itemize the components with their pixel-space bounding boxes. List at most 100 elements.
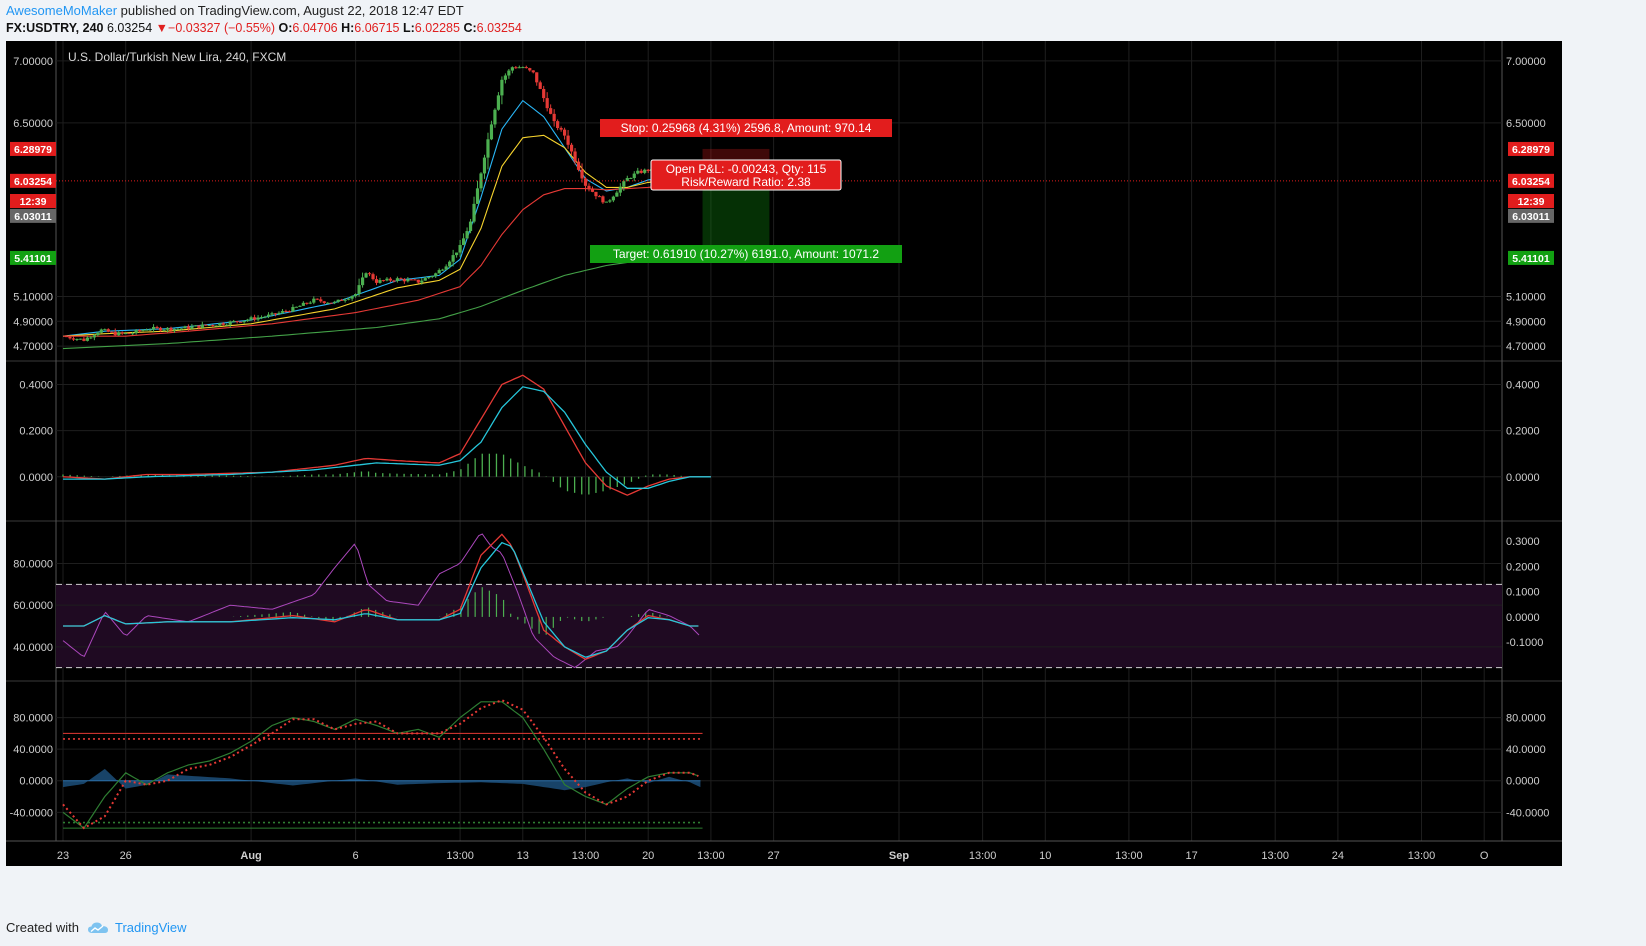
candle-body: [221, 323, 225, 325]
candle-body: [322, 301, 326, 303]
candle-body: [319, 299, 323, 302]
x-tick-label: 13:00: [1408, 850, 1436, 862]
candle-body: [597, 196, 602, 198]
time-axis-background: [6, 841, 1562, 866]
target-label-text: Target: 0.61910 (10.27%) 6191.0, Amount:…: [613, 247, 880, 261]
candle-body: [618, 186, 622, 193]
y-tick-label-left: 0.2000: [19, 426, 53, 438]
x-tick-label: 20: [642, 850, 654, 862]
y-tick-label-right: 0.2000: [1506, 561, 1540, 573]
stop-label-box: [600, 119, 892, 137]
high-label: H:: [341, 21, 355, 35]
candle-body: [552, 113, 556, 122]
candle-body: [444, 266, 448, 270]
chart-canvas[interactable]: 7.00000 7.00000 6.50000 6.50000 5.10000 5.100…: [6, 41, 1562, 866]
candle-body: [482, 157, 487, 174]
candle-body: [549, 108, 553, 114]
y-tick-label-right: 4.70000: [1506, 341, 1546, 353]
candle-body: [489, 124, 494, 140]
low-label: L:: [402, 21, 415, 35]
candle-body: [423, 278, 427, 281]
candle-body: [158, 327, 163, 331]
created-with-text: Created with: [6, 920, 79, 935]
candle-body: [277, 312, 281, 315]
candle-body: [441, 269, 445, 271]
candle-body: [312, 298, 316, 303]
candle-body: [68, 336, 72, 339]
candle-body: [106, 329, 110, 332]
rsi-histogram: [232, 587, 668, 635]
candle-body: [172, 328, 177, 331]
candle-body: [165, 327, 170, 330]
candle-body: [340, 299, 344, 301]
candle-body: [99, 329, 103, 333]
candle-body: [298, 305, 302, 307]
candle-body: [643, 169, 647, 173]
candle-body: [566, 135, 570, 145]
candle-body: [381, 280, 386, 282]
candle-body: [82, 338, 86, 341]
high-value: 6.06715: [354, 21, 400, 35]
candle-body: [235, 321, 239, 323]
macd-line: [62, 374, 711, 496]
candle-body: [96, 332, 100, 336]
y-tick-label-right: 0.0000: [1506, 472, 1540, 484]
candle-body: [169, 327, 173, 331]
candle-body: [402, 279, 406, 282]
y-tick-label-right: 0.0000: [1506, 612, 1540, 624]
y-tick-label-left: 80.0000: [13, 559, 53, 571]
candle-body: [155, 326, 159, 328]
candle-body: [563, 129, 567, 136]
candle-body: [336, 299, 340, 302]
y-tick-label-right: 0.1000: [1506, 587, 1540, 599]
candle-body: [486, 139, 490, 158]
candle-body: [461, 238, 466, 246]
y-tick-label-left: 80.0000: [13, 713, 53, 725]
candle-body: [354, 294, 358, 297]
candle-body: [625, 178, 629, 182]
y-tick-label-left: 4.90000: [13, 316, 53, 328]
candle-body: [179, 328, 184, 330]
tradingview-cloud-icon: [87, 922, 108, 933]
open-label: O:: [278, 21, 293, 35]
x-tick-label: Sep: [889, 850, 909, 862]
candle-body: [521, 67, 525, 69]
price-label-left: 6.03254: [14, 176, 52, 188]
candle-body: [615, 192, 619, 197]
x-tick-label: 10: [1039, 850, 1051, 862]
candle-body: [148, 329, 152, 331]
price-label-left: 6.03011: [14, 211, 52, 223]
candle-body: [430, 276, 434, 278]
candle-body: [434, 273, 438, 277]
candle-body: [294, 306, 298, 308]
candle-body: [246, 319, 250, 321]
price-label-box-left: [10, 208, 56, 223]
rsi-ma-cyan-line: [63, 541, 699, 658]
candle-body: [291, 307, 295, 312]
y-tick-label-right: 0.4000: [1506, 379, 1540, 391]
y-tick-label-right: 0.2000: [1506, 426, 1540, 438]
price-label-box-right: [1508, 250, 1554, 265]
candle-body: [78, 338, 83, 340]
x-tick-label: 13:00: [572, 850, 600, 862]
down-triangle-icon: ▼: [155, 21, 169, 35]
candle-body: [514, 67, 518, 69]
last-price: 6.03254: [106, 21, 153, 35]
price-label-box-right: [1508, 141, 1554, 156]
pnl-label-text: Open P&L: -0.00243, Qty: 115: [666, 162, 827, 176]
author-link[interactable]: AwesomeMoMaker: [6, 3, 118, 18]
y-tick-label-left: 0.0000: [19, 776, 53, 788]
candle-body: [110, 331, 114, 333]
candle-body: [89, 337, 93, 339]
candle-body: [71, 338, 76, 340]
price-label-box-left: [10, 194, 56, 208]
x-tick-label: 27: [767, 850, 779, 862]
candle-body: [601, 196, 605, 203]
y-tick-label-left: -40.0000: [10, 807, 53, 819]
tradingview-link[interactable]: TradingView: [114, 920, 187, 935]
price-label-right: 5.41101: [1512, 253, 1550, 265]
price-label-box-right: [1508, 173, 1554, 188]
candle-body: [406, 279, 410, 282]
candle-body: [413, 279, 417, 281]
candle-body: [360, 277, 365, 286]
